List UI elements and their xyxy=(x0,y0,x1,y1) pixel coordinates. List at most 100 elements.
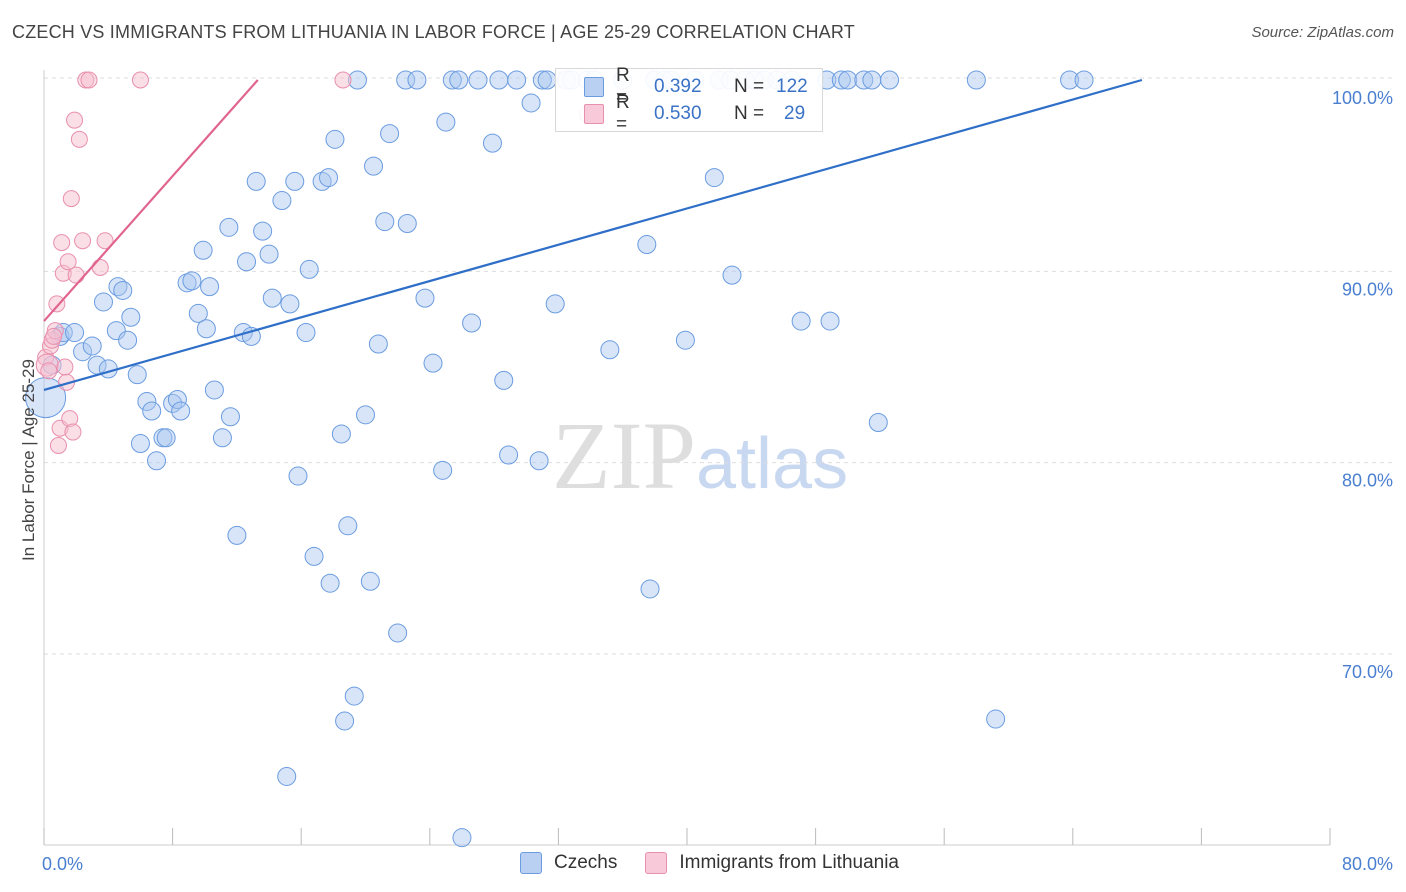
czech-point xyxy=(82,336,102,356)
lithuania-point xyxy=(49,436,67,454)
czech-point xyxy=(868,412,888,432)
czech-points xyxy=(25,70,1094,848)
czech-point xyxy=(142,401,162,421)
czech-point xyxy=(167,390,187,410)
grid-lines xyxy=(44,77,1393,655)
czech-point xyxy=(137,391,157,411)
lithuania-point xyxy=(66,111,84,129)
czech-point xyxy=(93,292,113,312)
czech-point xyxy=(831,70,851,90)
czech-point xyxy=(65,323,85,343)
series-legend: Czechs Immigrants from Lithuania xyxy=(520,852,927,874)
lithuania-point xyxy=(40,362,58,380)
legend-item-czechs[interactable]: Czechs xyxy=(520,852,617,874)
czech-point xyxy=(106,321,126,341)
czech-point xyxy=(338,516,358,536)
watermark-zip: ZIP xyxy=(552,402,696,509)
czech-point xyxy=(704,168,724,188)
lithuania-point xyxy=(91,259,109,277)
czech-point xyxy=(452,828,472,848)
legend-item-lithuania[interactable]: Immigrants from Lithuania xyxy=(645,852,899,874)
czech-point xyxy=(820,311,840,331)
legend-n-label: N = xyxy=(734,103,765,124)
lithuania-trend-line xyxy=(43,79,259,322)
czech-point xyxy=(280,294,300,314)
legend-r-label: R = xyxy=(616,65,630,108)
czech-point xyxy=(171,401,191,421)
legend-row-lith: R = 0.530 N = 29 xyxy=(556,92,805,135)
czech-point xyxy=(156,428,176,448)
legend-swatch-lith xyxy=(584,104,604,124)
czech-point xyxy=(462,313,482,333)
lithuania-point xyxy=(64,423,82,441)
czech-point xyxy=(182,271,202,291)
y-tick-label: 70.0% xyxy=(1342,662,1393,682)
czech-point xyxy=(259,244,279,264)
czech-point xyxy=(838,70,858,90)
legend-n-label: N = xyxy=(734,76,765,97)
czech-point xyxy=(304,546,324,566)
legend-r-value-czech: 0.392 xyxy=(654,76,702,97)
lithuania-point xyxy=(45,327,63,345)
czech-point xyxy=(335,711,355,731)
czech-point xyxy=(272,191,292,211)
czech-point xyxy=(529,451,549,471)
legend-r-value-lith: 0.530 xyxy=(654,103,702,124)
lithuania-point xyxy=(67,266,85,284)
czech-point xyxy=(246,171,266,191)
czech-point xyxy=(407,70,427,90)
czech-point xyxy=(320,573,340,593)
y-axis-title: In Labor Force | Age 25-29 xyxy=(19,359,38,561)
czech-point xyxy=(862,70,882,90)
lithuania-point xyxy=(48,295,66,313)
legend-row-czech: R = 0.392 N = 122 xyxy=(556,65,808,108)
legend-r-label: R = xyxy=(616,92,630,135)
czech-point xyxy=(532,70,552,90)
czech-point xyxy=(675,330,695,350)
czech-point xyxy=(375,212,395,232)
czech-point xyxy=(600,340,620,360)
czech-point xyxy=(127,365,147,385)
czech-point xyxy=(193,240,213,260)
czech-point xyxy=(325,129,345,149)
y-tick-label: 80.0% xyxy=(1342,471,1393,491)
czech-point xyxy=(397,214,417,233)
czech-point xyxy=(415,288,435,308)
czech-point xyxy=(364,156,384,176)
trend-lines xyxy=(43,78,1143,392)
lithuania-point xyxy=(131,71,149,89)
czech-point xyxy=(396,70,416,90)
watermark-atlas: atlas xyxy=(696,424,849,504)
czech-point xyxy=(219,217,239,237)
axis-labels: 70.0% 80.0% 90.0% 100.0% 0.0% 80.0% In Labor F… xyxy=(19,88,1393,874)
czech-point xyxy=(262,288,282,308)
czech-point xyxy=(360,571,380,591)
czech-point xyxy=(113,280,133,300)
czech-point xyxy=(854,70,874,90)
czech-point xyxy=(200,277,220,297)
x-tick-label-max: 80.0% xyxy=(1342,854,1393,874)
czech-point xyxy=(545,294,565,314)
lithuania-point xyxy=(70,130,88,148)
czech-point xyxy=(637,235,657,255)
legend-n-value-czech: 122 xyxy=(776,76,808,97)
source-credit: Source: ZipAtlas.com xyxy=(1251,24,1394,41)
czech-point xyxy=(196,319,216,339)
x-tick-label-min: 0.0% xyxy=(42,854,83,874)
czech-point xyxy=(204,380,224,400)
czech-point xyxy=(537,70,557,90)
czech-point xyxy=(188,303,208,323)
czech-point xyxy=(489,70,509,90)
czech-point xyxy=(331,424,351,444)
correlation-legend: R = 0.392 N = 122 R = 0.530 N = 29 xyxy=(555,65,823,135)
czech-point xyxy=(130,434,150,454)
czech-point xyxy=(388,623,408,643)
axes xyxy=(43,70,1331,846)
czech-point xyxy=(344,686,364,706)
legend-swatch-lithuania xyxy=(645,852,668,874)
czech-point xyxy=(468,70,488,90)
czech-point xyxy=(73,342,93,362)
czech-point xyxy=(449,70,469,90)
czech-point xyxy=(380,124,400,144)
